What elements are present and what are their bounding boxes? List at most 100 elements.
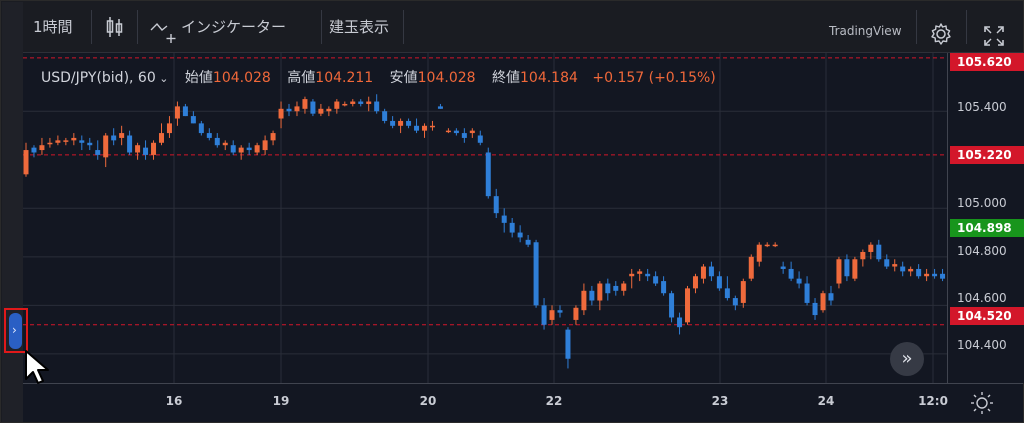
positions-button[interactable]: 建玉表示 <box>329 18 390 36</box>
candle <box>47 137 53 148</box>
candle <box>390 116 396 129</box>
candle <box>852 256 858 282</box>
candle-body <box>756 244 762 262</box>
price-tick: 104.800 <box>957 244 1007 258</box>
price-tick: 105.000 <box>957 196 1007 210</box>
candle <box>501 208 507 233</box>
candle-body <box>31 147 37 153</box>
candle-body <box>358 101 364 104</box>
candle <box>493 188 499 218</box>
candle <box>174 101 180 126</box>
candle <box>820 290 826 313</box>
candle <box>262 135 268 155</box>
tradingview-brand[interactable]: TradingView <box>829 24 902 38</box>
scroll-to-realtime-button[interactable]: » <box>890 342 924 376</box>
axis-settings-sun-icon[interactable] <box>969 390 995 416</box>
candle <box>238 145 244 160</box>
candle <box>685 285 691 325</box>
candle-body <box>804 283 810 303</box>
candle-body <box>716 276 722 289</box>
candle-body <box>182 106 188 117</box>
candle-body <box>119 133 125 138</box>
candle <box>158 123 164 146</box>
indicators-button[interactable]: インジケーター <box>149 2 319 52</box>
candle-body <box>47 142 53 145</box>
symbol-dropdown-chevron-icon[interactable]: ⌄ <box>155 72 169 85</box>
symbol-label[interactable]: USD/JPY(bid), 60 <box>41 70 156 86</box>
candle-body <box>932 273 938 277</box>
candle <box>764 242 770 248</box>
alert-price-tag: 105.220 <box>950 146 1024 164</box>
candle <box>884 254 890 269</box>
candle <box>469 128 475 138</box>
candle-body <box>238 147 244 153</box>
ohlc-legend: USD/JPY(bid), 60 ⌄ 始値104.028 高値104.211 安… <box>41 67 716 87</box>
candle-body <box>692 276 698 289</box>
high-value: 104.211 <box>315 70 374 86</box>
candle <box>900 261 906 277</box>
candle-body <box>382 111 388 121</box>
candle <box>143 140 149 160</box>
candle-body <box>732 298 738 306</box>
candle <box>318 103 324 117</box>
toolbar-divider <box>137 10 138 44</box>
price-tick: 104.400 <box>957 338 1007 352</box>
candle-body <box>429 125 435 128</box>
candle <box>358 99 364 107</box>
candle-body <box>158 133 164 143</box>
candle-body <box>820 293 826 311</box>
candle-body <box>342 103 348 106</box>
interval-button[interactable]: 1時間 <box>33 18 73 36</box>
settings-gear-icon[interactable] <box>929 16 953 45</box>
open-value: 104.028 <box>212 70 271 86</box>
candle-body <box>573 307 579 320</box>
candle <box>932 268 938 279</box>
candle-body <box>166 123 172 134</box>
candle <box>414 118 420 134</box>
candle-body <box>398 120 404 126</box>
candle-body <box>95 150 101 155</box>
candle <box>294 101 300 117</box>
candle <box>924 268 930 282</box>
candle <box>422 123 427 138</box>
candle-body <box>135 145 141 153</box>
candle <box>55 135 61 146</box>
candle-body <box>685 288 691 323</box>
chart-pane[interactable]: USD/JPY(bid), 60 ⌄ 始値104.028 高値104.211 安… <box>23 53 947 383</box>
expand-drawing-toolbar-button[interactable]: › <box>9 313 22 349</box>
candle-body <box>151 142 157 155</box>
candle-body <box>326 108 332 112</box>
candle-body <box>374 101 380 112</box>
candle <box>724 276 730 301</box>
candle-body <box>653 276 659 284</box>
candle-body <box>597 283 603 301</box>
candle <box>756 242 762 267</box>
time-tick: 19 <box>272 394 290 408</box>
candle <box>230 140 236 155</box>
fullscreen-icon[interactable] <box>983 17 1005 46</box>
candle <box>533 239 539 308</box>
candle <box>71 133 77 146</box>
candle <box>302 96 308 114</box>
candle-body <box>844 259 850 277</box>
candle <box>525 234 531 248</box>
candle <box>669 290 675 323</box>
time-tick: 23 <box>711 394 729 408</box>
candle-body <box>422 125 427 131</box>
high-label: 高値 <box>287 70 316 86</box>
indicator-icon <box>149 14 179 43</box>
candle-body <box>63 140 69 142</box>
candle-body <box>916 268 922 277</box>
candle-body <box>477 135 483 143</box>
time-axis[interactable]: 16 19 20 22 23 24 12:0 <box>23 383 1023 422</box>
candle-body <box>437 106 443 109</box>
candle <box>908 266 914 277</box>
candle-body <box>198 123 204 134</box>
price-axis[interactable]: 105.400 105.000 104.800 104.600 104.400 … <box>947 53 1024 383</box>
candle-body <box>262 140 268 151</box>
candle-body <box>525 239 531 245</box>
candle-body <box>302 99 308 109</box>
candle <box>374 94 380 114</box>
candle-style-icon[interactable] <box>105 14 125 40</box>
candle <box>111 128 117 146</box>
